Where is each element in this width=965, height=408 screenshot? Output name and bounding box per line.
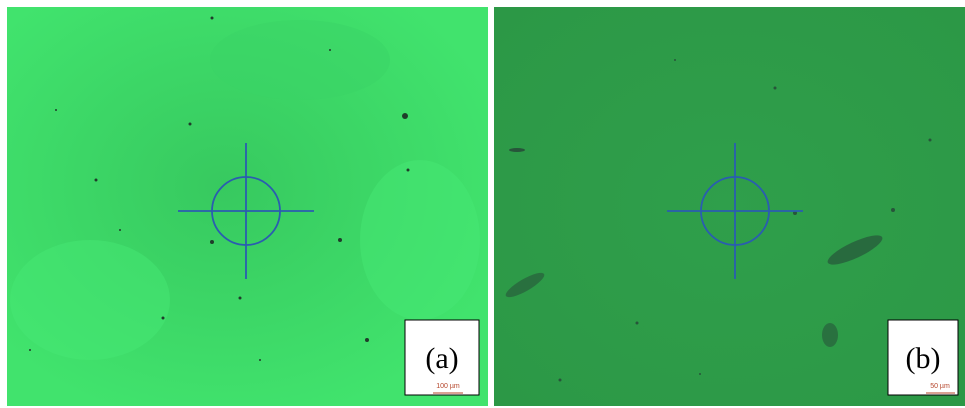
panel-a: (a) 100 µm [7, 7, 488, 406]
panel-b: (b) 50 µm [494, 7, 965, 406]
scale-bar-label: 100 µm [436, 383, 460, 390]
panel-label: (a) [425, 342, 458, 375]
figure: (a) 100 µm (b) 50 µm [0, 0, 965, 408]
blotch [210, 20, 390, 100]
panel-label: (b) [906, 342, 941, 375]
blotch [10, 240, 170, 360]
blotch [360, 160, 480, 320]
scale-bar-label: 50 µm [930, 383, 950, 390]
